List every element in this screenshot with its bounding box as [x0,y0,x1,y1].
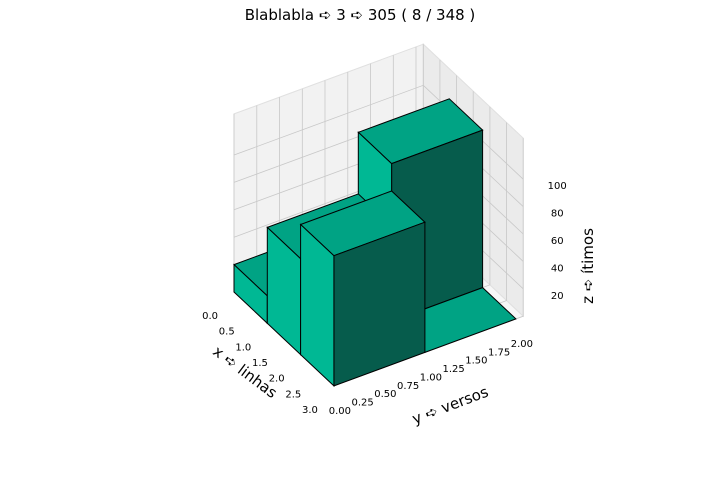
y-tick-label: 0.75 [397,381,419,392]
y-tick-label: 1.50 [465,356,487,367]
x-tick-label: 3.0 [302,405,318,416]
z-axis-label: z ➪ ítimos [579,228,597,304]
y-tick-label: 0.25 [351,398,373,409]
x-tick-label: 2.5 [285,389,301,400]
z-tick-label: 60 [551,236,564,247]
x-tick-label: 1.5 [252,358,268,369]
y-axis-label: y ➪ versos [410,383,491,429]
bars-group [233,98,517,388]
z-tick-label: 80 [551,209,564,220]
x-tick-label: 2.0 [269,374,285,385]
y-tick-label: 0.00 [329,406,351,417]
chart-title: Blablabla ➪ 3 ➪ 305 ( 8 / 348 ) [244,6,476,24]
y-tick-label: 2.00 [511,339,533,350]
bar-face-front [300,223,335,388]
tick-labels: 0.00.51.01.52.02.53.0 0.000.250.500.751.0… [202,181,567,417]
y-tick-label: 0.50 [374,389,396,400]
y-tick-label: 1.25 [442,364,464,375]
bar-3d [299,190,426,388]
z-gridline [233,84,524,180]
y-tick-label: 1.75 [488,347,510,358]
y-tick-label: 1.00 [420,372,442,383]
z-tick-label: 20 [551,291,564,302]
z-tick-label: 100 [548,181,567,192]
z-tick-label: 40 [551,263,564,274]
x-tick-label: 0.0 [202,311,218,322]
x-tick-label: 1.0 [235,342,251,353]
x-tick-label: 0.5 [219,327,235,338]
